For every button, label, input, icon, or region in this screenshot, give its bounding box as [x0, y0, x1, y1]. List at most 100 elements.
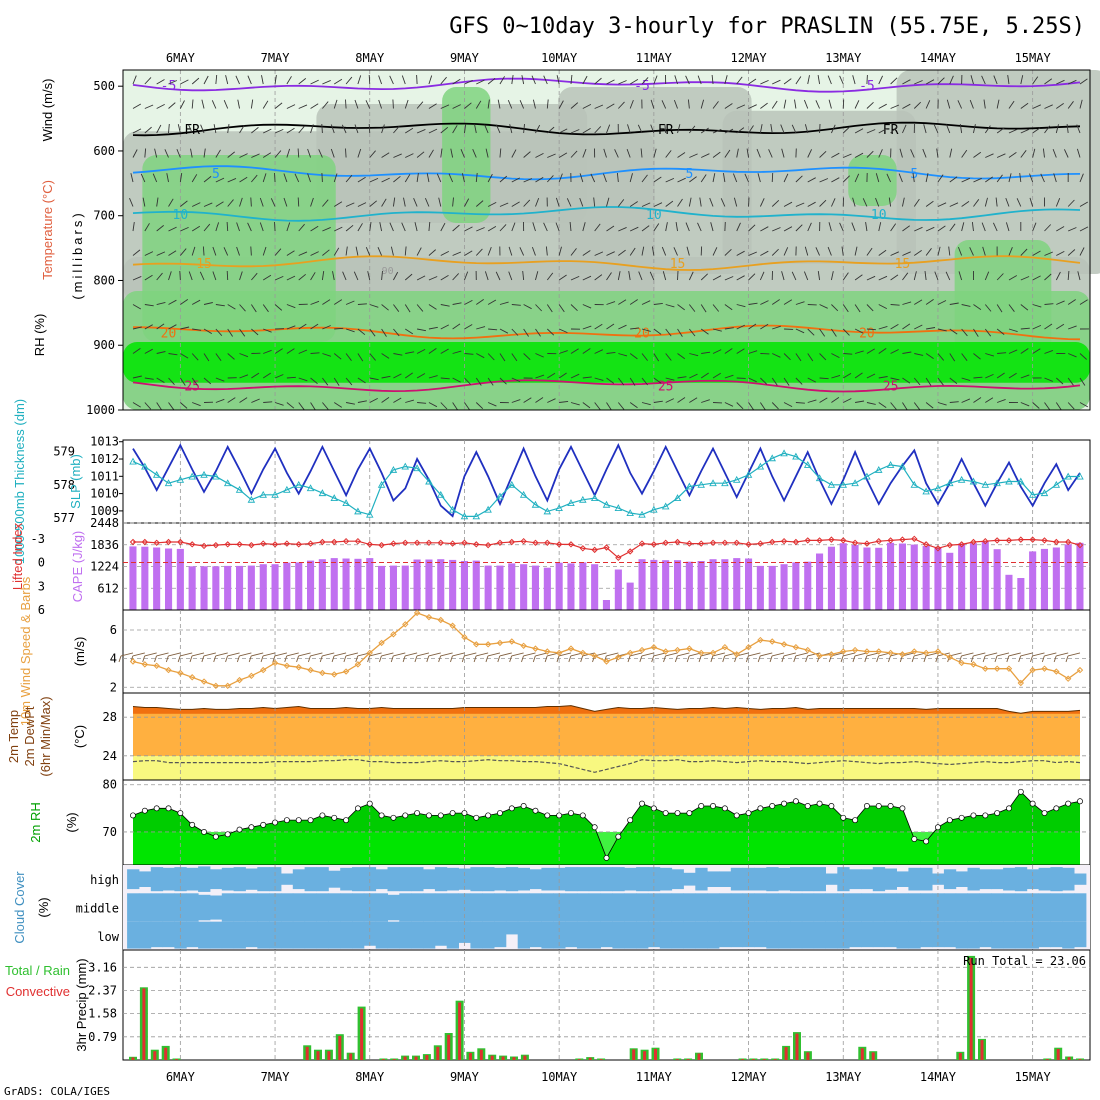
wind10-barb — [440, 652, 453, 657]
wind-barb — [791, 124, 797, 134]
rh2m-point — [236, 826, 243, 833]
wind10-point — [544, 648, 551, 655]
wind-barb — [795, 76, 802, 85]
rh2m-point — [615, 833, 622, 840]
wind-barb — [357, 202, 367, 207]
precip-convective-bar — [958, 1053, 962, 1060]
wind-barb — [475, 172, 478, 183]
li-point — [449, 540, 456, 547]
cape-bar — [602, 600, 610, 610]
wind-barb — [579, 197, 584, 207]
isotherm-label: 25 — [658, 379, 674, 394]
thickness-point — [803, 460, 812, 468]
wind-barb — [700, 99, 705, 109]
wind-barb — [878, 249, 887, 256]
li-point — [946, 541, 953, 549]
wind10-point — [236, 676, 243, 684]
cloud-bar-low-fill — [304, 921, 317, 949]
wind10-point — [200, 678, 208, 685]
wind-barb — [294, 173, 300, 183]
rh2m-units-label: (%) — [64, 812, 79, 832]
wind10-barb — [641, 652, 654, 657]
wind-barb — [1008, 349, 1018, 354]
wind-barb — [532, 222, 536, 232]
cloud-bar-high — [517, 867, 530, 891]
cape-bar — [579, 562, 587, 610]
wind-barb — [912, 173, 915, 183]
wind-barb — [227, 353, 235, 360]
wind-barb — [357, 176, 366, 183]
wind-barb — [819, 304, 828, 309]
wind-barb — [251, 272, 258, 281]
wind-barb — [1067, 79, 1077, 85]
wind10-barb-feather — [580, 655, 584, 663]
thickness-point — [519, 490, 528, 498]
cape-bar — [307, 560, 315, 610]
cloud-bar-low-fill — [340, 921, 353, 949]
wind10-barb — [251, 652, 264, 657]
wind-barb — [653, 176, 662, 183]
slp-axis-label: SLP (mb) — [68, 454, 83, 509]
wind-barb — [405, 328, 414, 335]
wind10-barb — [665, 652, 678, 657]
thickness-point — [661, 502, 670, 510]
rh2m-point — [272, 819, 278, 826]
rh2m-point — [710, 803, 716, 809]
precip-convective-bar — [762, 1059, 766, 1060]
wind-barb — [925, 353, 934, 359]
wind-barb — [783, 353, 791, 361]
wind10-barb — [535, 652, 548, 657]
wind-barb — [628, 271, 631, 281]
wind-barb — [582, 325, 592, 330]
wind-barb — [1044, 125, 1051, 134]
pressure-tick-label: 1000 — [86, 403, 115, 417]
wind-barb — [342, 271, 347, 281]
wind10-barb — [1032, 652, 1045, 657]
wind-barb — [641, 300, 651, 305]
cloud-bar-low-fill — [517, 921, 530, 949]
wind-barb — [227, 397, 236, 403]
cloud-bar-high — [150, 867, 164, 892]
wind-barb — [973, 353, 981, 360]
rh2m-point — [627, 817, 634, 824]
wind-barb — [973, 304, 982, 310]
cloud-bar-high — [292, 869, 306, 890]
wind-barb — [819, 150, 827, 158]
cape-bar — [236, 565, 244, 610]
isotherm-line — [132, 255, 1081, 271]
wind-barb — [286, 376, 296, 379]
top-date-label: 10MAY — [541, 51, 578, 65]
wind-barb — [475, 200, 484, 207]
wind10-barb — [262, 652, 276, 657]
thickness-point — [1052, 480, 1061, 488]
wind-barb — [795, 301, 805, 305]
rh2m-point — [935, 824, 941, 831]
wind-barb — [854, 328, 864, 334]
wind-barb — [842, 126, 851, 134]
precip-convective-bar — [1045, 1059, 1049, 1060]
wind-barb — [236, 222, 240, 232]
wind-barb — [274, 172, 276, 183]
wind-barb — [819, 377, 829, 380]
wind-barb — [890, 324, 899, 330]
wind-barb — [890, 349, 899, 354]
wind10-barb-feather — [390, 655, 394, 663]
wind-barb — [522, 270, 525, 281]
wind-barb — [179, 270, 181, 281]
wind-barb — [452, 197, 454, 207]
li-point — [816, 537, 823, 544]
wind-barb — [558, 128, 568, 134]
wind-barb — [831, 353, 840, 359]
li-point — [638, 540, 646, 547]
wind-barb — [393, 175, 401, 183]
precip-convective-bar — [643, 1051, 647, 1060]
wind10-barb — [487, 652, 501, 657]
wind-barb — [925, 377, 932, 386]
wind-barb — [866, 101, 874, 109]
cape-bar — [437, 559, 445, 610]
li-point — [236, 541, 243, 548]
wind-barb — [345, 202, 355, 207]
wind10-barb-feather — [852, 655, 856, 663]
wind-barb — [618, 324, 627, 330]
wind-barb — [379, 222, 383, 232]
